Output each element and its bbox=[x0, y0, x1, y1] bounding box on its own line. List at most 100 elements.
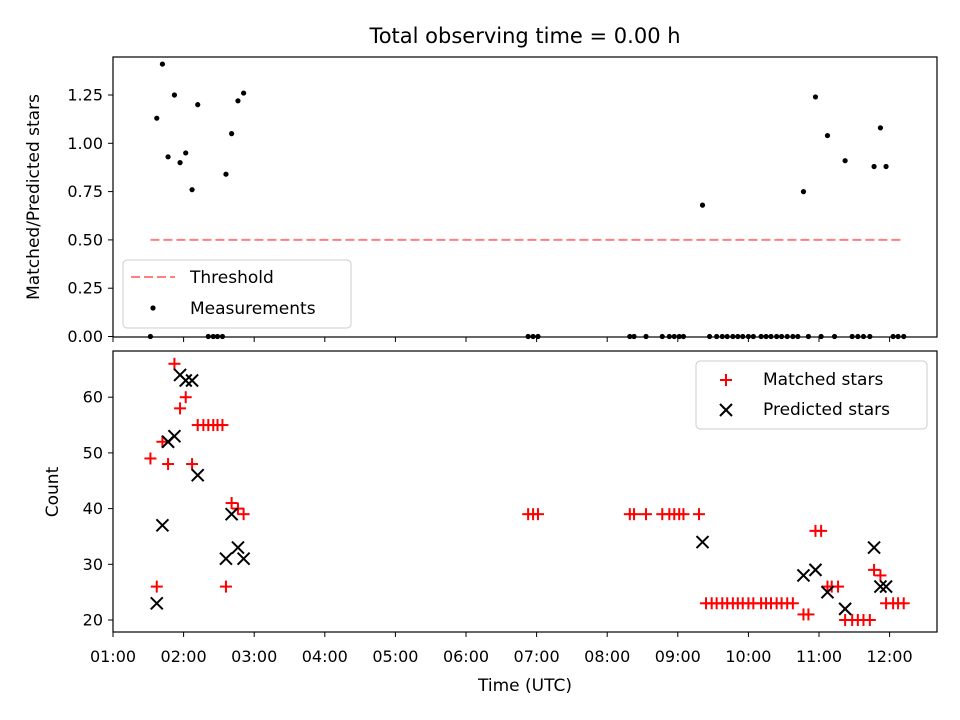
legend-matched-swatch bbox=[720, 374, 732, 386]
bottom-panel: 20 30 40 50 60 01:00 02:00 03:00 04:00 05:00 06:00… bbox=[43, 350, 938, 696]
bottom-x-tick-label: 12:00 bbox=[867, 647, 913, 666]
matched-star-point bbox=[144, 452, 157, 465]
predicted-star-point bbox=[150, 596, 164, 610]
measurement-point bbox=[871, 163, 877, 170]
measurement-point bbox=[877, 125, 884, 131]
predicted-star-point bbox=[185, 373, 199, 388]
top-axis-ticks: 0.00 0.25 0.50 0.75 1.00 1.25 bbox=[67, 86, 891, 346]
predicted-star-point bbox=[867, 540, 881, 555]
top-y-tick-label: 1.25 bbox=[67, 86, 103, 105]
matched-star-point bbox=[237, 508, 250, 521]
bottom-y-tick-label: 50 bbox=[83, 443, 103, 462]
predicted-star-point bbox=[231, 540, 245, 555]
top-y-tick-label: 1.00 bbox=[67, 134, 103, 153]
matched-star-point bbox=[868, 563, 881, 576]
measurement-point bbox=[154, 115, 160, 121]
measurement-point bbox=[842, 158, 848, 164]
x-axis-label: Time (UTC) bbox=[477, 676, 572, 696]
top-y-tick-label: 0.00 bbox=[67, 327, 103, 346]
bottom-x-tick-label: 11:00 bbox=[796, 647, 842, 666]
bottom-x-tick-label: 03:00 bbox=[231, 647, 277, 666]
measurement-point bbox=[800, 189, 807, 195]
legend-threshold-label: Threshold bbox=[189, 268, 274, 288]
top-y-tick-label: 0.75 bbox=[67, 182, 103, 201]
matched-star-point bbox=[186, 458, 199, 471]
matched-star-point bbox=[162, 458, 175, 471]
matched-star-point bbox=[815, 524, 828, 537]
predicted-star-point bbox=[796, 568, 811, 583]
bottom-x-tick-label: 05:00 bbox=[372, 647, 418, 666]
matched-star-point bbox=[150, 580, 163, 593]
bottom-x-tick-label: 09:00 bbox=[655, 647, 701, 666]
bottom-legend-box bbox=[695, 360, 928, 430]
bottom-y-axis-label: Count bbox=[43, 466, 63, 517]
predicted-star-point bbox=[879, 579, 893, 594]
matched-star-point bbox=[532, 508, 545, 521]
legend-predicted-swatch bbox=[719, 403, 733, 417]
measurement-point bbox=[241, 90, 247, 96]
legend-measurements-swatch bbox=[150, 305, 156, 311]
bottom-plot-area bbox=[144, 357, 910, 626]
predicted-star-point bbox=[820, 585, 835, 599]
matched-star-point bbox=[677, 508, 690, 521]
top-y-tick-label: 0.50 bbox=[67, 230, 103, 249]
top-plot-area bbox=[147, 61, 907, 340]
top-legend-box bbox=[122, 259, 352, 329]
top-y-axis-label: Matched/Predicted stars bbox=[24, 94, 44, 300]
bottom-y-tick-label: 40 bbox=[83, 499, 103, 518]
predicted-star-point bbox=[219, 552, 233, 566]
matched-star-point bbox=[897, 597, 910, 610]
measurement-point bbox=[223, 171, 229, 177]
predicted-star-point bbox=[224, 507, 239, 521]
matched-star-point bbox=[156, 435, 169, 448]
matched-star-point bbox=[863, 614, 876, 626]
measurement-point bbox=[883, 163, 889, 170]
predicted-star-point bbox=[838, 602, 852, 616]
predicted-star-point bbox=[808, 563, 823, 577]
measurement-point bbox=[812, 94, 819, 100]
bottom-x-tick-label: 04:00 bbox=[302, 647, 348, 666]
bottom-legend: Matched stars Predicted stars bbox=[695, 360, 928, 430]
measurement-point bbox=[183, 150, 189, 156]
predicted-star-point bbox=[191, 468, 205, 482]
matched-star-point bbox=[225, 497, 238, 510]
bottom-x-tick-label: 10:00 bbox=[725, 647, 771, 666]
bottom-axis-ticks: 20 30 40 50 60 01:00 02:00 03:00 04:00 05:00 06:00… bbox=[83, 388, 913, 666]
top-legend: Threshold Measurements bbox=[122, 259, 352, 329]
matched-star-point bbox=[640, 508, 653, 521]
bottom-y-tick-label: 30 bbox=[83, 555, 103, 574]
measurement-point bbox=[165, 154, 171, 160]
matched-star-point bbox=[216, 419, 229, 432]
matched-star-point bbox=[786, 597, 799, 610]
measurement-point bbox=[229, 131, 235, 137]
figure-title: Total observing time = 0.00 h bbox=[368, 24, 680, 48]
top-panel: 0.00 0.25 0.50 0.75 1.00 1.25 Matched/Predict… bbox=[24, 56, 938, 346]
top-y-tick-label: 0.25 bbox=[67, 279, 103, 298]
legend-measurements-label: Measurements bbox=[190, 299, 316, 319]
measurement-point bbox=[824, 132, 831, 139]
top-axes-frame bbox=[112, 56, 938, 338]
measurement-point bbox=[159, 61, 166, 67]
matched-star-point bbox=[174, 402, 187, 415]
measurement-point bbox=[177, 160, 183, 166]
predicted-star-point bbox=[873, 579, 888, 594]
predicted-star-point bbox=[155, 518, 170, 533]
measurement-point bbox=[195, 102, 201, 108]
predicted-star-point bbox=[236, 552, 251, 566]
measurement-point bbox=[699, 202, 706, 208]
measurement-point bbox=[171, 92, 178, 98]
matched-star-point bbox=[628, 508, 641, 521]
matched-star-point bbox=[874, 569, 887, 582]
legend-matched-label: Matched stars bbox=[763, 370, 883, 390]
matched-star-point bbox=[179, 391, 192, 404]
legend-predicted-label: Predicted stars bbox=[763, 400, 890, 420]
predicted-star-point bbox=[167, 429, 182, 443]
matched-star-point bbox=[219, 580, 232, 593]
bottom-axes-frame bbox=[112, 350, 938, 633]
bottom-x-tick-label: 08:00 bbox=[584, 647, 630, 666]
measurement-point bbox=[189, 187, 195, 193]
bottom-x-tick-label: 07:00 bbox=[514, 647, 560, 666]
bottom-y-tick-label: 60 bbox=[83, 388, 103, 407]
